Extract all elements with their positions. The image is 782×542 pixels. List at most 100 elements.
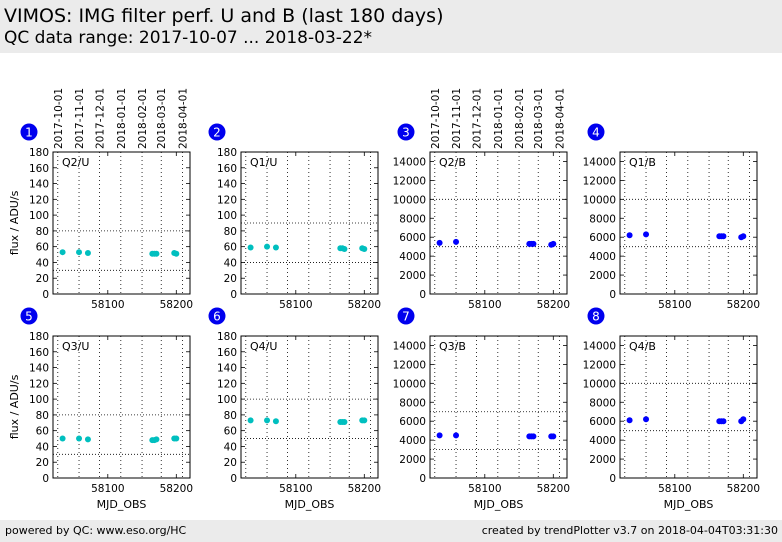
- panel-label: Q3/B: [439, 340, 466, 353]
- data-point: [626, 417, 633, 424]
- y-tick-label: 180: [29, 147, 49, 159]
- y-tick-label: 20: [224, 273, 237, 285]
- data-point: [76, 249, 83, 256]
- x-tick-label: 58200: [537, 299, 570, 311]
- data-point: [341, 246, 348, 253]
- date-tick-label: 2018-02-01: [137, 88, 149, 149]
- data-point: [272, 418, 279, 425]
- y-tick-label: 0: [609, 289, 616, 301]
- y-tick-label: 140: [29, 179, 49, 191]
- panel-label: Q4/U: [250, 340, 277, 353]
- panel-label: Q2/B: [439, 156, 466, 169]
- y-tick-label: 4000: [399, 251, 426, 263]
- y-tick-label: 60: [224, 242, 237, 254]
- y-tick-label: 100: [217, 394, 237, 406]
- date-tick-label: 2018-03-01: [533, 88, 545, 149]
- y-tick-label: 4000: [589, 435, 616, 447]
- x-axis-label: MJD_OBS: [474, 498, 524, 511]
- data-point: [173, 250, 180, 257]
- x-tick-label: 58100: [279, 483, 312, 495]
- y-tick-label: 14000: [583, 156, 616, 168]
- date-tick-label: 2017-12-01: [95, 88, 107, 149]
- panel-8: 0 2000 4000 6000 8000 10000 12000 14000 58100 582…: [583, 307, 760, 511]
- footer-created: created by trendPlotter v3.7 on 2018-04-…: [481, 524, 778, 537]
- y-tick-label: 12000: [393, 175, 426, 187]
- data-point: [436, 239, 443, 246]
- y-tick-label: 160: [217, 347, 237, 359]
- panel-6: 0 20 40 60 80 100 120 140 160 180 58100 58200 Q4/U 6 M…: [208, 307, 381, 511]
- y-tick-label: 0: [42, 289, 49, 301]
- x-tick-label: 58200: [160, 483, 193, 495]
- y-tick-label: 160: [29, 163, 49, 175]
- x-tick-label: 58100: [279, 299, 312, 311]
- y-tick-label: 10000: [583, 378, 616, 390]
- y-axis-label: flux / ADU/s: [8, 374, 21, 439]
- y-tick-label: 10000: [393, 194, 426, 206]
- x-tick-label: 58200: [537, 483, 570, 495]
- data-point: [453, 238, 460, 245]
- y-tick-label: 100: [29, 210, 49, 222]
- panel-2: 0 20 40 60 80 100 120 140 160 180 58100 58200 Q1/U 2: [208, 123, 381, 311]
- y-tick-label: 20: [36, 457, 49, 469]
- y-tick-label: 40: [224, 257, 237, 269]
- y-tick-label: 6000: [399, 416, 426, 428]
- x-axis-label: MJD_OBS: [97, 498, 147, 511]
- x-axis-label: MJD_OBS: [285, 498, 335, 511]
- y-tick-label: 2000: [589, 454, 616, 466]
- y-axis-label: flux / ADU/s: [8, 190, 21, 255]
- y-tick-label: 120: [29, 194, 49, 206]
- date-tick-label: 2018-01-01: [493, 88, 505, 149]
- panel-number-badge: [20, 307, 38, 325]
- plot-frame: [619, 335, 758, 479]
- panel-5: 0 20 40 60 80 100 120 140 160 180 58100 58200 Q3/U 5 M…: [8, 307, 193, 511]
- y-tick-label: 0: [419, 473, 426, 485]
- panel-number-badge: [208, 307, 226, 325]
- panel-4: 0 2000 4000 6000 8000 10000 12000 14000 58100 582…: [583, 123, 760, 311]
- panel-7: 0 2000 4000 6000 8000 10000 12000 14000 58100 582…: [393, 307, 570, 511]
- data-point: [272, 244, 279, 251]
- y-tick-label: 12000: [583, 359, 616, 371]
- y-tick-label: 6000: [589, 416, 616, 428]
- y-tick-label: 80: [224, 226, 237, 238]
- y-tick-label: 20: [224, 457, 237, 469]
- data-point: [264, 243, 271, 250]
- x-axis-label: MJD_OBS: [664, 498, 714, 511]
- y-tick-label: 0: [230, 473, 237, 485]
- plot-frame: [429, 151, 568, 295]
- plot-frame: [52, 335, 191, 479]
- y-tick-label: 140: [217, 363, 237, 375]
- y-tick-label: 0: [419, 289, 426, 301]
- data-point: [247, 417, 254, 424]
- panel-label: Q3/U: [62, 340, 89, 353]
- header-bar: VIMOS: IMG filter perf. U and B (last 18…: [0, 0, 782, 53]
- y-tick-label: 40: [36, 257, 49, 269]
- panel-3: 0 2000 4000 6000 8000 10000 12000 14000 58100 582…: [393, 88, 570, 311]
- date-tick-label: 2018-04-01: [554, 88, 566, 149]
- data-point: [626, 232, 633, 239]
- y-tick-label: 8000: [399, 213, 426, 225]
- footer-credit: powered by QC: www.eso.org/HC: [5, 524, 187, 537]
- y-tick-label: 8000: [589, 213, 616, 225]
- y-tick-label: 10000: [583, 194, 616, 206]
- y-tick-label: 6000: [589, 232, 616, 244]
- y-tick-label: 60: [224, 426, 237, 438]
- y-tick-label: 100: [29, 394, 49, 406]
- y-tick-label: 80: [36, 410, 49, 422]
- data-point: [84, 249, 91, 256]
- plot-frame: [619, 151, 758, 295]
- data-point: [530, 240, 537, 247]
- y-tick-label: 2000: [399, 270, 426, 282]
- y-tick-label: 120: [217, 194, 237, 206]
- y-tick-label: 80: [36, 226, 49, 238]
- plot-frame: [240, 151, 379, 295]
- y-tick-label: 4000: [589, 251, 616, 263]
- y-tick-label: 2000: [399, 454, 426, 466]
- data-point: [76, 435, 83, 442]
- data-point: [361, 417, 368, 424]
- panel-number-badge: [587, 123, 605, 141]
- y-tick-label: 140: [217, 179, 237, 191]
- data-point: [720, 233, 727, 240]
- date-tick-label: 2018-02-01: [514, 88, 526, 149]
- plot-frame: [240, 335, 379, 479]
